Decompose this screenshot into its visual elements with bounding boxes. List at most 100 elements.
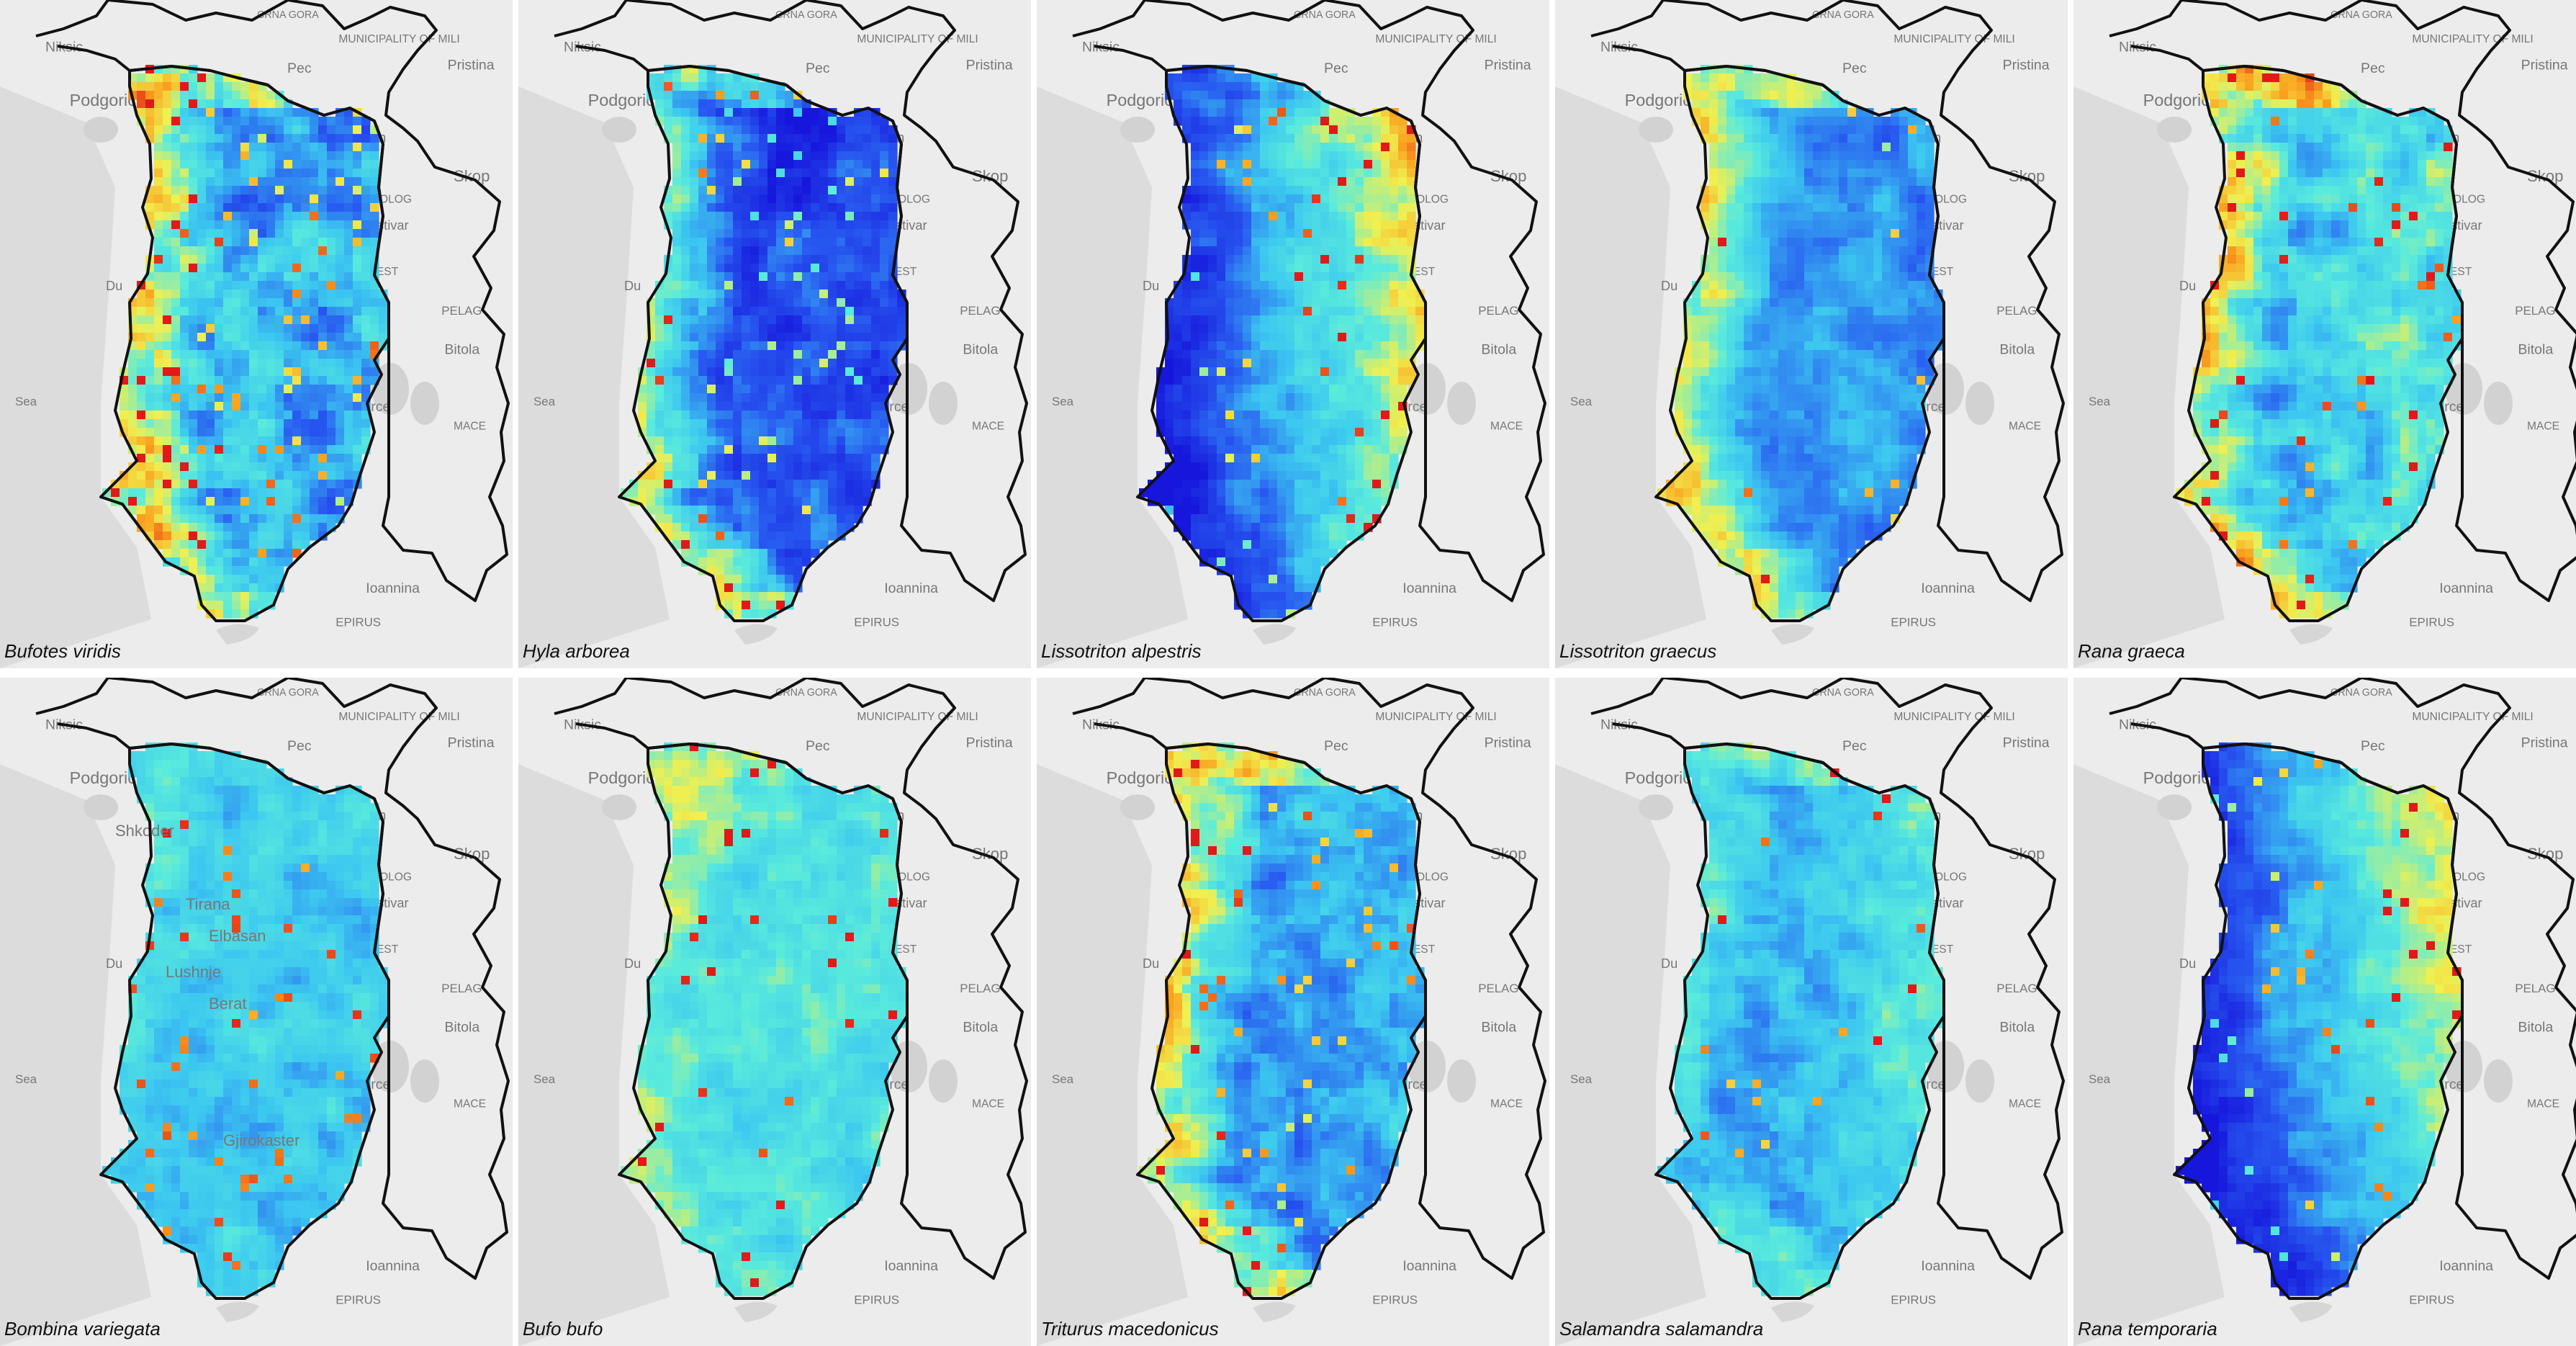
heatmap-cell: [724, 557, 734, 567]
heatmap-cell: [785, 186, 794, 195]
heatmap-cell: [742, 402, 751, 411]
heatmap-cell: [189, 480, 198, 489]
heatmap-cell: [863, 212, 872, 221]
heatmap-cell: [638, 410, 647, 420]
heatmap-cell: [370, 169, 379, 178]
heatmap-cell: [1338, 108, 1347, 117]
heatmap-cell: [275, 393, 284, 403]
heatmap-cell: [1303, 229, 1312, 238]
heatmap-cell: [785, 255, 794, 264]
heatmap-cell: [1243, 385, 1252, 394]
heatmap-cell: [1847, 125, 1857, 135]
heatmap-cell: [1251, 402, 1261, 411]
heatmap-cell: [284, 298, 293, 308]
heatmap-cell: [1234, 393, 1243, 403]
heatmap-cell: [647, 497, 656, 506]
heatmap-cell: [292, 333, 302, 342]
heatmap-cell: [733, 143, 742, 152]
heatmap-cell: [1398, 264, 1408, 273]
heatmap-cell: [1269, 238, 1278, 247]
heatmap-cell: [189, 540, 198, 549]
place-label-ioannina: Ioannina: [1402, 580, 1456, 596]
heatmap-cell: [724, 402, 734, 411]
heatmap-cell: [206, 462, 215, 472]
heatmap-cell: [1234, 350, 1243, 359]
heatmap-cell: [1260, 531, 1269, 541]
heatmap-cell: [1294, 506, 1304, 515]
heatmap-cell: [344, 151, 353, 161]
heatmap-cell: [1286, 506, 1295, 515]
heatmap-cell: [854, 272, 863, 282]
heatmap-cell: [1787, 117, 1796, 126]
heatmap-cell: [1191, 462, 1200, 472]
heatmap-cell: [292, 290, 302, 299]
heatmap-cell: [1217, 212, 1226, 221]
heatmap-cell: [1269, 385, 1278, 394]
heatmap-cell: [232, 436, 241, 446]
heatmap-cell: [171, 212, 181, 221]
place-label-maced: MACE: [2009, 420, 2041, 432]
heatmap-cell: [258, 151, 267, 161]
heatmap-cell: [1243, 402, 1252, 411]
heatmap-cell: [1208, 402, 1217, 411]
heatmap-cell: [776, 566, 785, 575]
heatmap-cell: [1260, 592, 1269, 601]
heatmap-cell: [690, 549, 699, 558]
heatmap-cell: [1269, 540, 1278, 549]
heatmap-cell: [197, 350, 207, 359]
heatmap-cell: [1312, 125, 1321, 135]
heatmap-cell: [215, 108, 224, 117]
heatmap-cell: [154, 419, 163, 429]
heatmap-cell: [1191, 514, 1200, 524]
heatmap-cell: [811, 471, 820, 480]
heatmap-cell: [854, 410, 863, 420]
heatmap-cell: [163, 177, 172, 187]
heatmap-cell: [171, 514, 181, 524]
heatmap-cell: [1243, 350, 1252, 359]
heatmap-cell: [672, 436, 682, 446]
heatmap-cell: [197, 575, 207, 584]
heatmap-cell: [733, 488, 742, 498]
heatmap-cell: [1390, 341, 1399, 351]
heatmap-cell: [819, 385, 829, 394]
heatmap-cell: [1830, 117, 1839, 126]
heatmap-cell: [1398, 376, 1408, 385]
heatmap-cell: [707, 350, 716, 359]
heatmap-cell: [353, 333, 362, 342]
heatmap-cell: [690, 203, 699, 212]
heatmap-cell: [223, 506, 233, 515]
heatmap-cell: [206, 264, 215, 273]
heatmap-cell: [767, 117, 777, 126]
heatmap-cell: [802, 488, 811, 498]
heatmap-cell: [837, 480, 846, 489]
heatmap-cell: [1217, 549, 1226, 558]
heatmap-cell: [1234, 229, 1243, 238]
heatmap-cell: [344, 315, 353, 325]
heatmap-cell: [1303, 194, 1312, 204]
heatmap-cell: [1199, 246, 1209, 256]
heatmap-cell: [871, 186, 881, 195]
heatmap-cell: [266, 583, 276, 593]
heatmap-cell: [1804, 99, 1814, 109]
heatmap-cell: [828, 238, 837, 247]
heatmap-cell: [1908, 125, 1917, 135]
heatmap-cell: [206, 143, 215, 152]
heatmap-cell: [845, 402, 855, 411]
heatmap-cell: [811, 514, 820, 524]
heatmap-cell: [871, 307, 881, 316]
heatmap-cell: [284, 410, 293, 420]
heatmap-cell: [802, 238, 811, 247]
heatmap-cell: [871, 160, 881, 169]
heatmap-cell: [301, 194, 310, 204]
heatmap-cell: [249, 462, 258, 472]
heatmap-cell: [793, 298, 803, 308]
heatmap-cell: [1355, 480, 1364, 489]
heatmap-cell: [767, 255, 777, 264]
heatmap-cell: [1234, 212, 1243, 221]
heatmap-cell: [284, 229, 293, 238]
heatmap-cell: [1821, 134, 1831, 143]
heatmap-cell: [223, 497, 233, 506]
heatmap-cell: [828, 143, 837, 152]
heatmap-cell: [776, 151, 785, 161]
heatmap-cell: [258, 462, 267, 472]
